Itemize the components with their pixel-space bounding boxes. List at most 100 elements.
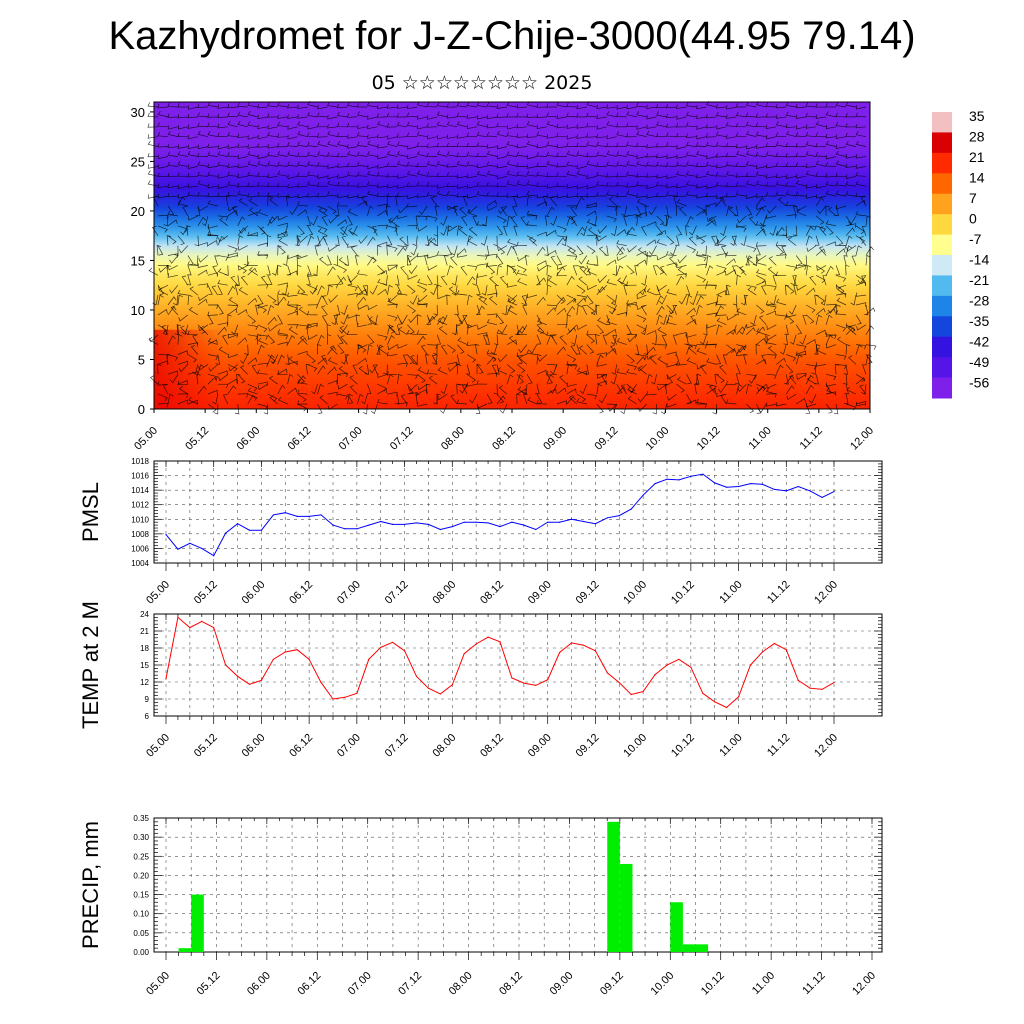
wind-barb (586, 330, 597, 336)
wind-barb (174, 245, 179, 257)
wind-barb (570, 216, 578, 226)
wind-barb (466, 235, 473, 246)
wind-barb (506, 364, 516, 374)
wind-barb (476, 121, 488, 128)
wind-barb (157, 193, 169, 199)
wind-barb (458, 227, 468, 236)
wind-barb (815, 152, 827, 157)
wind-barb (815, 120, 827, 128)
x-tick-label: 05.12 (183, 425, 211, 453)
wind-barb (526, 140, 537, 147)
wind-barb (506, 305, 514, 316)
wind-barb (476, 131, 488, 138)
wind-barb (157, 214, 169, 220)
wind-barb (397, 184, 408, 189)
wind-barb (340, 314, 348, 325)
wind-barb (317, 357, 327, 365)
wind-barb (407, 392, 418, 397)
wind-barb (815, 160, 827, 167)
page-subtitle: 05 ☆☆☆☆☆☆☆☆ 2025 (371, 72, 593, 94)
wind-barb (559, 375, 568, 385)
wind-barb (425, 383, 431, 395)
wind-barb (237, 190, 248, 197)
wind-barb (469, 393, 478, 404)
wind-barb (726, 134, 737, 139)
wind-barb (556, 172, 567, 177)
wind-barb (636, 198, 647, 207)
wind-barb (497, 245, 508, 252)
wind-barb (259, 226, 268, 236)
wind-barb (537, 354, 548, 362)
wind-barb (257, 324, 268, 333)
wind-barb (711, 235, 717, 246)
wind-barb (456, 290, 468, 296)
wind-barb (835, 190, 847, 197)
temp-point (427, 687, 430, 689)
wind-barb (725, 380, 737, 386)
temp-point (415, 675, 418, 677)
wind-barb (466, 114, 478, 119)
wind-barb (281, 285, 288, 296)
wind-barb (167, 192, 178, 198)
wind-barb (207, 311, 218, 316)
wind-barb (666, 174, 677, 180)
temp-point (320, 681, 322, 684)
wind-barb (646, 194, 657, 199)
wind-barb (180, 225, 189, 236)
pmsl-point (451, 525, 453, 528)
wind-barb (805, 151, 817, 157)
wind-barb (775, 364, 784, 375)
wind-barb (586, 393, 598, 400)
wind-barb (855, 192, 867, 197)
wind-barb (775, 231, 787, 237)
wind-barb (177, 161, 188, 167)
wind-barb (735, 103, 747, 108)
wind-barb (456, 121, 468, 128)
wind-barb (556, 152, 567, 157)
wind-barb (277, 354, 285, 365)
wind-barb (227, 245, 238, 253)
wind-barb (676, 332, 687, 337)
wind-barb (646, 153, 657, 158)
wind-barb (855, 373, 866, 383)
wind-barb (686, 151, 697, 157)
wind-barb (287, 161, 298, 167)
wind-barb (855, 105, 867, 110)
wind-barb (845, 140, 857, 147)
y-tick-label: 1014 (131, 486, 149, 495)
wind-barb (699, 364, 707, 375)
wind-barb (277, 368, 288, 375)
wind-barb (466, 341, 478, 346)
wind-barb (440, 215, 448, 226)
wind-barb (705, 141, 717, 147)
wind-barb (378, 346, 388, 355)
wind-barb (406, 202, 418, 208)
wind-barb (636, 142, 647, 147)
x-tick-label: 09.00 (548, 970, 576, 998)
wind-barb (805, 184, 817, 189)
wind-barb (566, 161, 577, 167)
wind-barb (656, 229, 667, 236)
wind-barb (775, 121, 787, 128)
wind-barb (785, 284, 795, 294)
wind-barb (815, 142, 827, 148)
wind-barb (516, 393, 521, 405)
wind-barb (317, 403, 323, 414)
wind-barb (237, 216, 246, 226)
wind-barb (679, 206, 687, 217)
wind-barb (237, 173, 248, 179)
wind-barb (486, 262, 498, 267)
wind-barb (178, 245, 189, 254)
wind-barb (620, 384, 627, 395)
wind-barb (187, 183, 198, 188)
wind-barb (317, 140, 328, 147)
wind-barb (855, 302, 867, 307)
wind-barb (496, 130, 508, 138)
wind-barb (666, 191, 677, 197)
wind-barb (517, 386, 528, 395)
pmsl-point (535, 528, 537, 531)
wind-barb (546, 151, 557, 157)
wind-barb (796, 264, 807, 269)
wind-barb (247, 135, 258, 140)
wind-barb (426, 182, 438, 187)
